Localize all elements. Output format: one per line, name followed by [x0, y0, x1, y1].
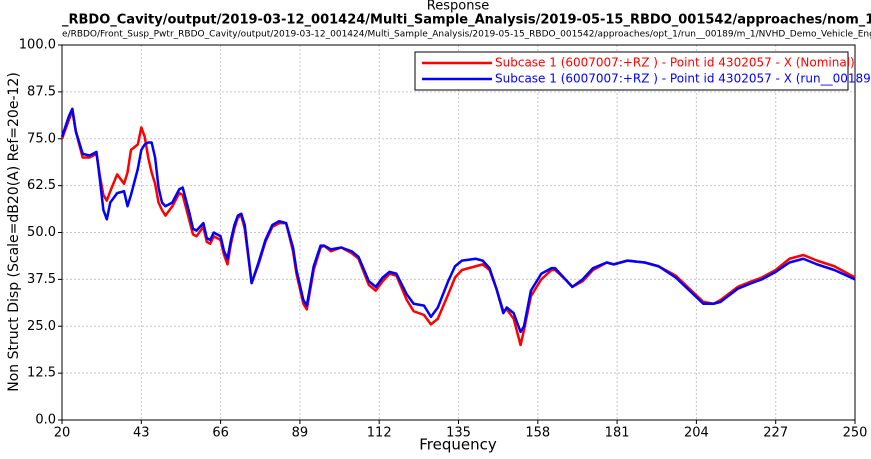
y-tick-label: 12.5: [27, 366, 56, 381]
legend-label: Subcase 1 (6007007:+RZ ) - Point id 4302…: [495, 56, 855, 70]
x-tick-label: 89: [292, 426, 309, 441]
y-tick-label: 87.5: [27, 84, 56, 99]
legend-label: Subcase 1 (6007007:+RZ ) - Point id 4302…: [495, 72, 871, 86]
x-tick-label: 112: [367, 426, 392, 441]
x-axis-label: Frequency: [419, 436, 497, 454]
x-tick-label: 43: [133, 426, 150, 441]
x-tick-label: 204: [684, 426, 709, 441]
plot-frame: [61, 44, 856, 421]
chart-subtitle: _RBDO_Cavity/output/2019-03-12_001424/Mu…: [62, 13, 871, 28]
legend-box: [414, 51, 849, 91]
y-tick-label: 75.0: [27, 131, 56, 146]
chart-subtitle: e/RBDO/Front_Susp_Pwtr_RBDO_Cavity/outpu…: [62, 30, 871, 40]
y-tick-label: 25.0: [27, 319, 56, 334]
y-tick-label: 0.0: [35, 413, 56, 428]
x-tick-label: 250: [843, 426, 868, 441]
x-tick-label: 227: [763, 426, 788, 441]
x-tick-label: 135: [446, 426, 471, 441]
series-line: [60, 107, 856, 334]
y-tick-label: 37.5: [27, 272, 56, 287]
x-tick-label: 66: [212, 426, 229, 441]
y-tick-label: 62.5: [27, 178, 56, 193]
x-tick-label: 20: [54, 426, 71, 441]
y-tick-label: 100.0: [19, 38, 56, 53]
x-tick-label: 158: [525, 426, 550, 441]
y-axis-label: Non Struct Disp (Scale=dB20(A) Ref=20e-1…: [6, 72, 22, 392]
chart-title: Response: [427, 0, 489, 14]
y-tick-label: 50.0: [27, 225, 56, 240]
x-tick-label: 181: [605, 426, 630, 441]
